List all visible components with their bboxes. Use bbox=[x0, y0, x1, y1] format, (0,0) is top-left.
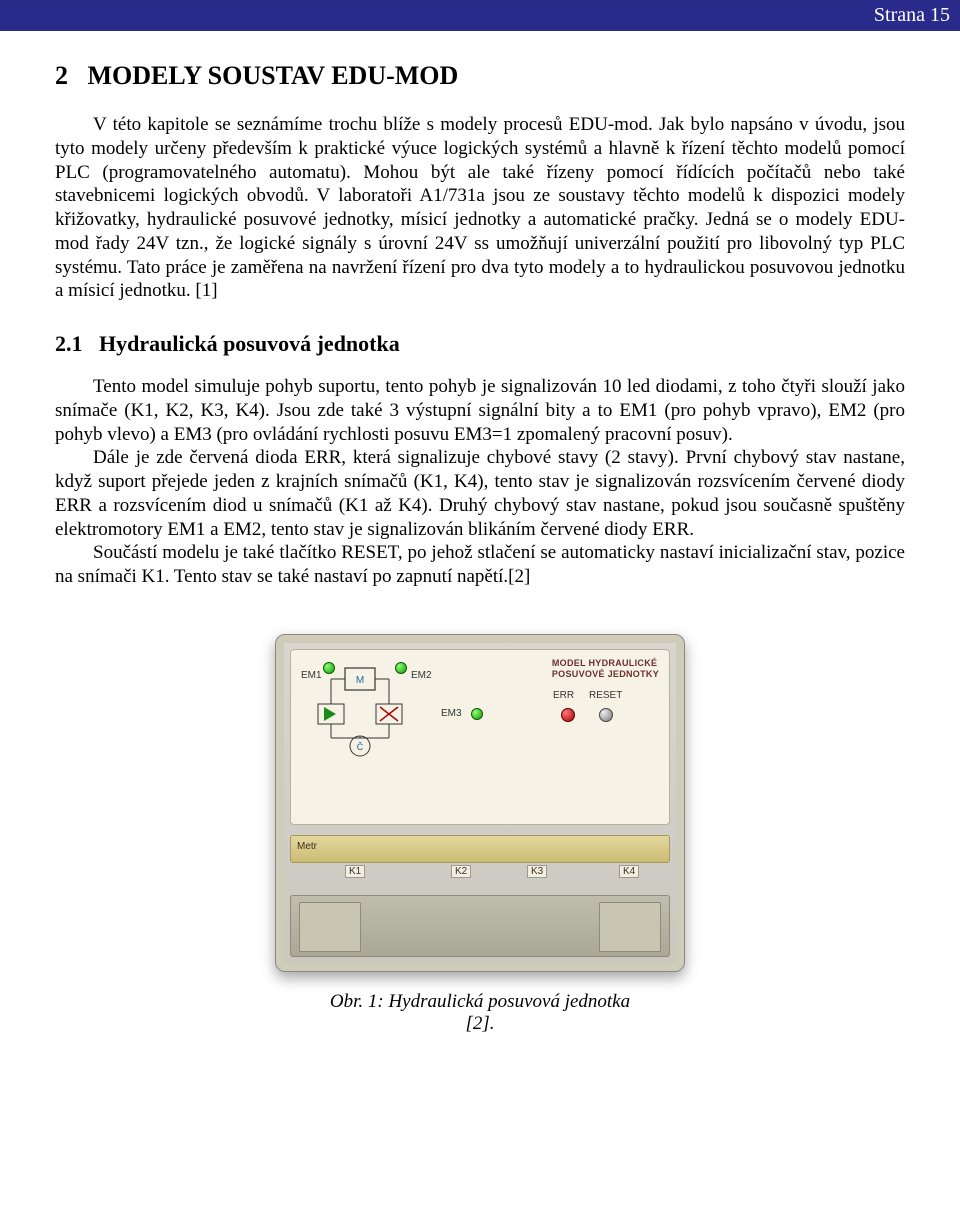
meter-strip: Metr K1 K2 K3 K4 bbox=[290, 835, 670, 863]
svg-text:M: M bbox=[356, 675, 364, 686]
section-heading: 2.1 Hydraulická posuvová jednotka bbox=[55, 331, 905, 357]
chapter-number: 2 bbox=[55, 61, 68, 90]
label-k3: K3 bbox=[527, 865, 547, 878]
led-em2-icon bbox=[395, 662, 407, 674]
device-title-line1: MODEL HYDRAULICKÉ bbox=[552, 658, 657, 668]
section-title: Hydraulická posuvová jednotka bbox=[99, 331, 400, 356]
section-paragraph-3: Součástí modelu je také tlačítko RESET, … bbox=[55, 541, 905, 589]
device-title-line2: POSUVOVÉ JEDNOTKY bbox=[552, 669, 659, 679]
figure-1: MODEL HYDRAULICKÉ POSUVOVÉ JEDNOTKY M bbox=[55, 634, 905, 1035]
chapter-intro-paragraph: V této kapitole se seznámíme trochu blíž… bbox=[55, 113, 905, 303]
section-paragraph-2: Dále je zde červená dioda ERR, která sig… bbox=[55, 446, 905, 541]
label-em3: EM3 bbox=[441, 708, 462, 719]
chapter-heading: 2 MODELY SOUSTAV EDU-MOD bbox=[55, 61, 905, 91]
figure-caption-line1: Obr. 1: Hydraulická posuvová jednotka bbox=[330, 991, 630, 1012]
led-em3-icon bbox=[471, 708, 483, 720]
page-header: Strana 15 bbox=[0, 0, 960, 31]
device-photo: MODEL HYDRAULICKÉ POSUVOVÉ JEDNOTKY M bbox=[275, 634, 685, 972]
section-number: 2.1 bbox=[55, 331, 83, 356]
reset-button-icon bbox=[599, 708, 613, 722]
page-content: 2 MODELY SOUSTAV EDU-MOD V této kapitole… bbox=[0, 31, 960, 1045]
label-k2: K2 bbox=[451, 865, 471, 878]
figure-caption-line2: [2]. bbox=[465, 1013, 494, 1034]
label-err: ERR bbox=[553, 690, 574, 701]
label-reset: RESET bbox=[589, 690, 622, 701]
meter-label: Metr bbox=[297, 841, 317, 852]
led-em1-icon bbox=[323, 662, 335, 674]
device-title: MODEL HYDRAULICKÉ POSUVOVÉ JEDNOTKY bbox=[552, 658, 659, 681]
section-paragraph-1: Tento model simuluje pohyb suportu, tent… bbox=[55, 375, 905, 446]
schematic-diagram: M Č bbox=[303, 666, 433, 761]
device-front-panel: MODEL HYDRAULICKÉ POSUVOVÉ JEDNOTKY M bbox=[290, 649, 670, 825]
label-k4: K4 bbox=[619, 865, 639, 878]
device-base bbox=[290, 895, 670, 957]
figure-caption: Obr. 1: Hydraulická posuvová jednotka [2… bbox=[55, 991, 905, 1035]
label-k1: K1 bbox=[345, 865, 365, 878]
svg-text:Č: Č bbox=[357, 742, 364, 752]
chapter-title: MODELY SOUSTAV EDU-MOD bbox=[88, 61, 459, 90]
led-err-icon bbox=[561, 708, 575, 722]
label-em2: EM2 bbox=[411, 670, 432, 681]
label-em1: EM1 bbox=[301, 670, 322, 681]
